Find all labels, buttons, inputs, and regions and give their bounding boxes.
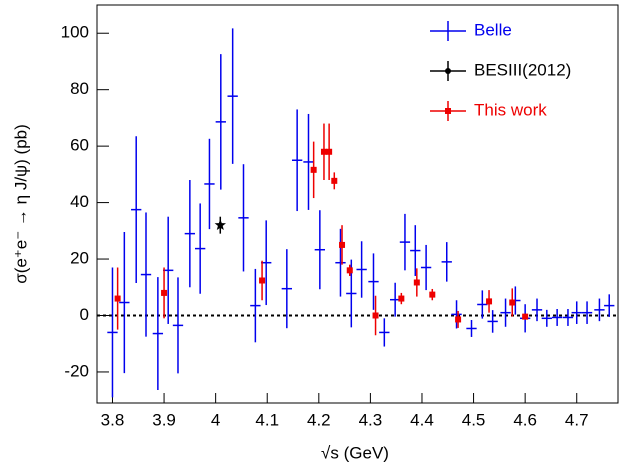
- plot-frame: [96, 4, 619, 404]
- legend-marker: [445, 108, 451, 114]
- x-tick-label: 4.2: [307, 410, 331, 429]
- x-tick-label: 4.3: [359, 410, 383, 429]
- x-tick-label: 3.8: [101, 410, 125, 429]
- x-tick-label: 4.5: [462, 410, 486, 429]
- data-point: [372, 312, 379, 319]
- y-tick-label: 80: [70, 79, 89, 98]
- data-point: [339, 241, 346, 248]
- data-point: [114, 295, 121, 302]
- y-tick-label: -20: [64, 361, 89, 380]
- legend-label: Belle: [474, 20, 512, 39]
- data-point: [455, 316, 462, 323]
- legend-marker: [445, 68, 451, 74]
- data-point: [214, 219, 226, 230]
- x-tick-label: 3.9: [152, 410, 176, 429]
- x-tick-label: 4.7: [565, 410, 589, 429]
- data-point: [259, 277, 266, 284]
- y-tick-label: 0: [80, 305, 89, 324]
- data-point: [331, 177, 338, 184]
- y-tick-label: 100: [61, 23, 89, 42]
- legend-label: This work: [474, 100, 547, 119]
- data-point: [346, 267, 353, 274]
- data-point: [429, 291, 436, 298]
- x-tick-label: 4.6: [513, 410, 537, 429]
- y-tick-label: 60: [70, 136, 89, 155]
- x-tick-label: 4.4: [410, 410, 434, 429]
- x-tick-label: 4: [211, 410, 220, 429]
- data-point: [320, 148, 327, 155]
- data-point: [326, 148, 333, 155]
- x-axis-label: √s (GeV): [321, 443, 389, 462]
- data-point: [522, 313, 529, 320]
- y-tick-label: 40: [70, 192, 89, 211]
- data-point: [486, 298, 493, 305]
- data-point: [413, 279, 420, 286]
- data-point: [509, 299, 516, 306]
- data-point: [398, 295, 405, 302]
- legend-label: BESIII(2012): [474, 60, 571, 79]
- y-tick-label: 20: [70, 249, 89, 268]
- y-axis-label: σ(e⁺e⁻ → η J/ψ) (pb): [11, 124, 30, 284]
- data-point: [161, 289, 168, 296]
- x-tick-label: 4.1: [255, 410, 279, 429]
- data-point: [310, 166, 317, 173]
